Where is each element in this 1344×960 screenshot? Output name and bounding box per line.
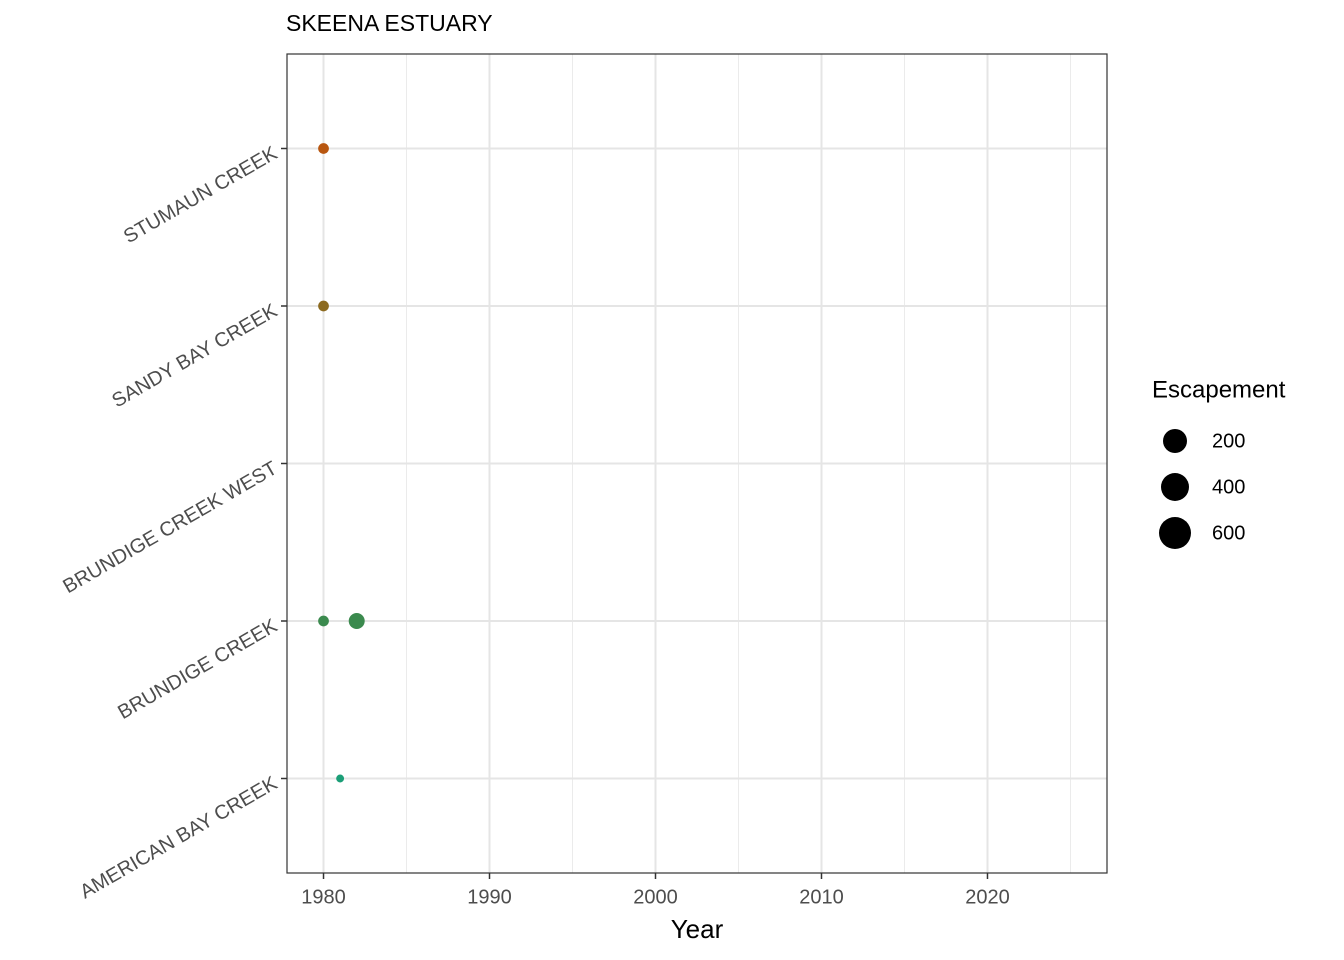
y-tick-label: STUMAUN CREEK xyxy=(120,142,282,248)
y-tick-label: SANDY BAY CREEK xyxy=(108,300,281,413)
x-tick-label: 1980 xyxy=(301,886,346,908)
plot-border xyxy=(286,53,1108,874)
point xyxy=(348,613,365,629)
x-tick-label: 1990 xyxy=(467,886,512,908)
x-tick-label: 2000 xyxy=(633,886,678,908)
point xyxy=(318,615,329,627)
x-tick-label: 2010 xyxy=(799,886,844,908)
point xyxy=(318,300,329,312)
legend-label: 600 xyxy=(1212,522,1245,544)
point xyxy=(318,143,329,154)
y-tick-label: AMERICAN BAY CREEK xyxy=(76,772,281,903)
y-tick-label: BRUNDIGE CREEK WEST xyxy=(59,457,281,598)
legend-label: 200 xyxy=(1212,430,1245,452)
y-tick-label: BRUNDIGE CREEK xyxy=(114,615,281,724)
chart-title: SKEENA ESTUARY xyxy=(286,10,493,36)
legend-title: Escapement xyxy=(1152,376,1286,403)
legend-key xyxy=(1161,473,1189,501)
legend-key xyxy=(1163,429,1187,453)
legend-label: 400 xyxy=(1212,476,1245,498)
point xyxy=(336,774,345,783)
x-tick-label: 2020 xyxy=(965,886,1010,908)
legend-key xyxy=(1159,517,1191,549)
x-axis-label: Year xyxy=(671,914,724,944)
